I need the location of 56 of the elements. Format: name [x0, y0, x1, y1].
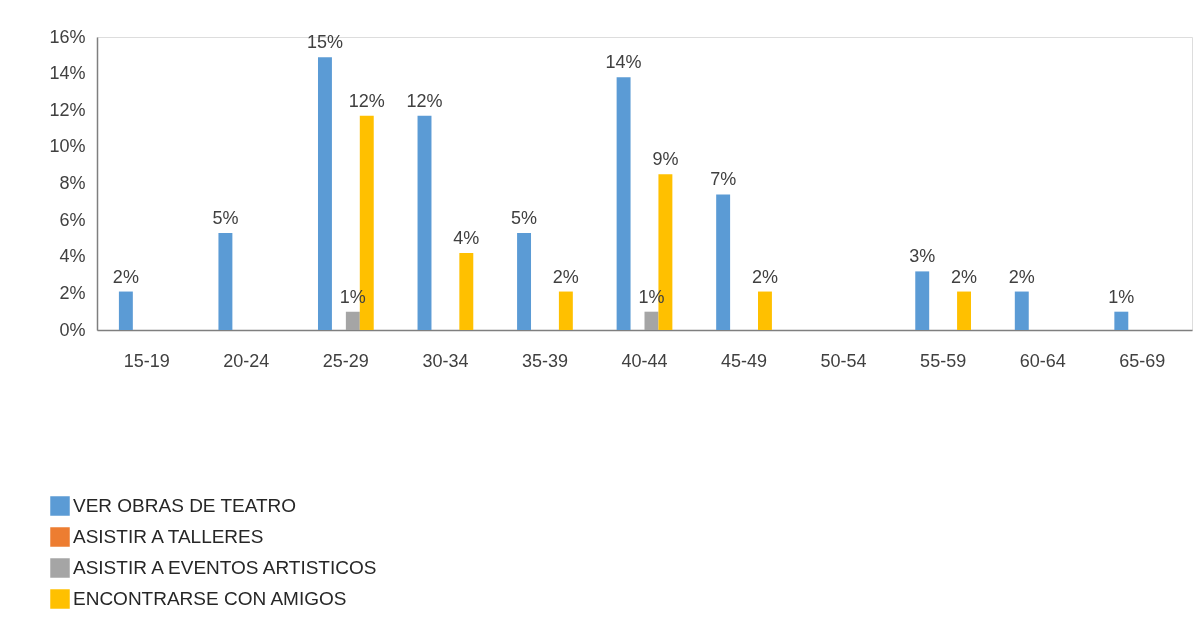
data-label: 12% — [348, 90, 385, 111]
x-tick-label: 20-24 — [223, 350, 270, 371]
bar — [317, 57, 332, 330]
bar — [1014, 291, 1029, 330]
bar — [345, 311, 360, 330]
data-label: 15% — [306, 32, 343, 53]
y-tick-label: 16% — [49, 26, 86, 47]
y-tick-label: 14% — [49, 63, 86, 84]
bar — [644, 311, 659, 330]
bar — [417, 115, 432, 330]
bar — [558, 291, 573, 330]
data-label: 14% — [605, 52, 642, 73]
bar — [957, 291, 972, 330]
data-label: 1% — [1108, 286, 1135, 307]
x-tick-label: 45-49 — [721, 350, 768, 371]
data-label: 2% — [112, 266, 139, 287]
legend-label: ENCONTRARSE CON AMIGOS — [73, 588, 347, 609]
data-label: 3% — [909, 246, 936, 267]
data-label: 2% — [951, 266, 978, 287]
x-tick-label: 40-44 — [621, 350, 668, 371]
x-tick-label: 50-54 — [820, 350, 867, 371]
bar — [118, 291, 133, 330]
x-tick-label: 55-59 — [920, 350, 967, 371]
data-label: 5% — [212, 207, 239, 228]
y-tick-label: 4% — [59, 246, 86, 267]
y-tick-label: 12% — [49, 99, 86, 120]
data-label: 7% — [710, 169, 737, 190]
y-tick-label: 0% — [59, 319, 86, 340]
bar — [915, 271, 930, 330]
bar — [459, 253, 474, 330]
bar — [1114, 311, 1129, 330]
x-tick-label: 60-64 — [1019, 350, 1066, 371]
y-tick-label: 6% — [59, 209, 86, 230]
bar — [757, 291, 772, 330]
y-tick-label: 2% — [59, 282, 86, 303]
bar — [218, 232, 233, 330]
x-tick-label: 25-29 — [322, 350, 369, 371]
legend-label: VER OBRAS DE TEATRO — [73, 495, 297, 516]
data-label: 4% — [453, 228, 480, 249]
data-label: 2% — [751, 266, 778, 287]
data-label: 2% — [1008, 266, 1035, 287]
bar — [616, 77, 631, 330]
legend-label: ASISTIR A TALLERES — [73, 526, 264, 547]
x-tick-label: 30-34 — [422, 350, 469, 371]
data-label: 9% — [652, 149, 679, 170]
x-tick-label: 35-39 — [521, 350, 568, 371]
data-label: 12% — [406, 90, 443, 111]
x-tick-label: 15-19 — [123, 350, 170, 371]
data-label: 2% — [552, 266, 579, 287]
y-tick-label: 10% — [49, 136, 86, 157]
data-label: 5% — [511, 207, 538, 228]
bar — [517, 232, 532, 330]
x-tick-label: 65-69 — [1119, 350, 1166, 371]
y-tick-label: 8% — [59, 173, 86, 193]
bar — [716, 194, 731, 330]
legend-label: ASISTIR A EVENTOS ARTISTICOS — [73, 557, 377, 578]
